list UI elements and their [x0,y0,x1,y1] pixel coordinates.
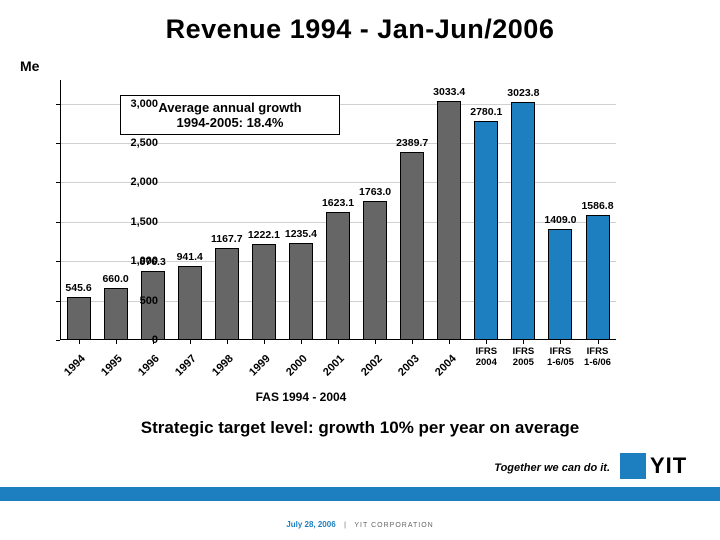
x-tick-label: 2002 [359,353,385,379]
bar [548,229,572,340]
bar-value-label: 2780.1 [466,106,507,118]
bar [289,243,313,340]
x-tick-label: 1999 [247,353,273,379]
yit-logo: YIT [620,452,700,480]
callout-line1: Average annual growth [131,100,329,115]
bar [586,215,610,340]
x-tick-label: 1994 [62,353,88,379]
bar-value-label: 1409.0 [540,214,581,226]
x-tick-label: IFRS1-6/05 [547,346,574,368]
bar [400,152,424,340]
x-tick-label: 2000 [284,353,310,379]
bar-value-label: 1222.1 [243,229,284,241]
bar-value-label: 2389.7 [392,137,433,149]
y-tick-label: 1,500 [118,216,158,228]
bar-value-label: 545.6 [58,282,99,294]
x-tick-label: 2004 [433,353,459,379]
accent-bar [0,487,720,501]
bar-value-label: 3023.8 [503,87,544,99]
fas-range-label: FAS 1994 - 2004 [216,390,386,404]
x-tick-label: IFRS2004 [475,346,497,368]
bar-value-label: 1586.8 [577,200,618,212]
x-tick-label: IFRS2005 [513,346,535,368]
bar [511,102,535,340]
y-tick-label: 1,000 [118,255,158,267]
bar [363,201,387,340]
x-tick-label: 1995 [99,353,125,379]
x-tick-label: 1998 [210,353,236,379]
footer-separator: | [344,522,346,529]
y-tick-label: 500 [118,295,158,307]
x-tick-label: 2001 [321,353,347,379]
y-tick-label: 3,000 [118,98,158,110]
bar-value-label: 3033.4 [429,86,470,98]
callout-line2: 1994-2005: 18.4% [131,115,329,130]
bar-value-label: 1167.7 [206,233,247,245]
tagline-text: Together we can do it. [494,462,610,474]
footer-date: July 28, 2006 [286,520,335,529]
bar [326,212,350,340]
y-tick-label: 2,500 [118,137,158,149]
y-tick-label: 2,000 [118,176,158,188]
bar-value-label: 660.0 [95,273,136,285]
x-tick-label: 1997 [173,353,199,379]
bar [178,266,202,340]
x-tick-label: 1996 [136,353,162,379]
logo-square-icon [620,453,646,479]
bar [437,101,461,340]
footer-corp: YIT CORPORATION [354,522,433,529]
y-tick-label: 0 [118,334,158,346]
bar-value-label: 1235.4 [280,228,321,240]
logo-text: YIT [650,453,687,479]
bar-value-label: 941.4 [169,251,210,263]
slide-title: Revenue 1994 - Jan-Jun/2006 [0,14,720,45]
bar [474,121,498,340]
y-axis-unit: Me [20,58,39,74]
bar-value-label: 1763.0 [355,186,396,198]
bar [67,297,91,340]
footer-line: July 28, 2006 | YIT CORPORATION [0,514,720,532]
bar [252,244,276,340]
x-tick-label: IFRS1-6/06 [584,346,611,368]
bar-value-label: 1623.1 [317,197,358,209]
bar [215,248,239,340]
x-tick-label: 2003 [396,353,422,379]
strategic-target-text: Strategic target level: growth 10% per y… [0,418,720,438]
